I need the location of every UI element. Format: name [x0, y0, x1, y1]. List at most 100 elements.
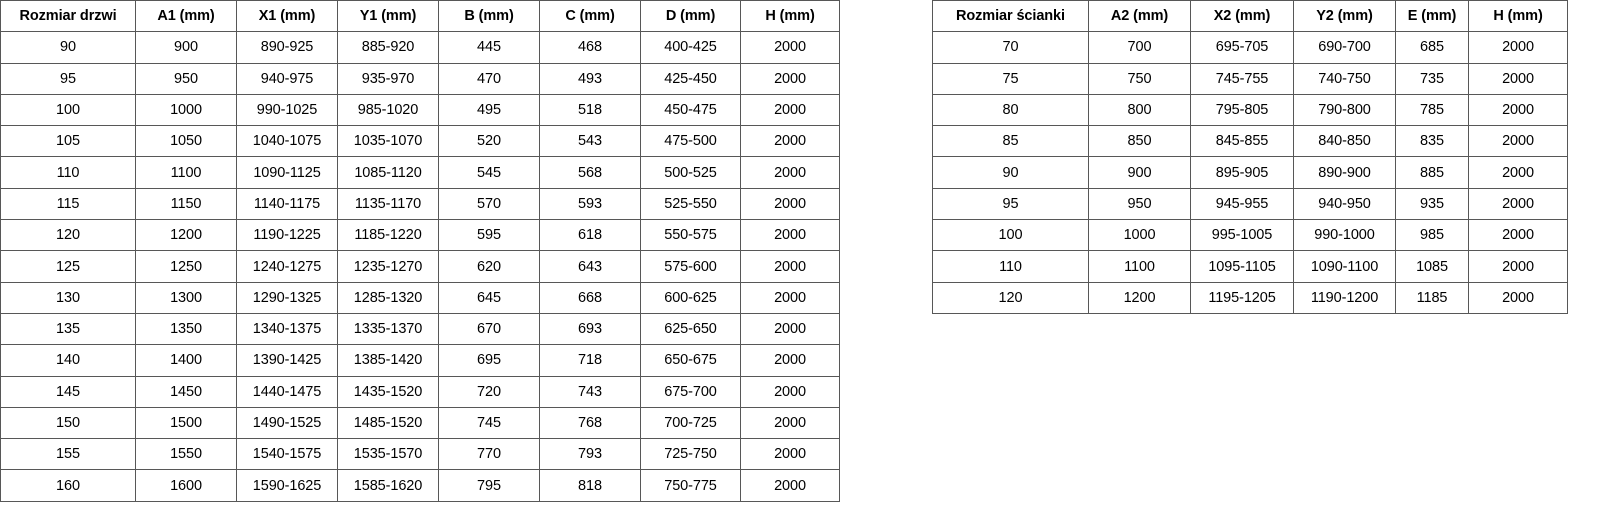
table-cell: 793: [539, 438, 641, 471]
table-cell: 150: [0, 406, 136, 440]
table-cell: 1335-1370: [337, 312, 439, 346]
table-cell: 840-850: [1293, 125, 1396, 158]
table-cell: 995-1005: [1190, 219, 1294, 252]
table-cell: 130: [0, 281, 136, 314]
table-row: 130 1300 1290-1325 1285-1320 645 668 600-625 20…: [0, 281, 840, 314]
table-cell: 675-700: [640, 375, 741, 408]
table-cell: 568: [539, 156, 641, 189]
door-column-header: D (mm): [640, 0, 741, 33]
table-cell: 468: [539, 31, 641, 64]
table-cell: 2000: [740, 438, 840, 471]
table-cell: 1235-1270: [337, 250, 439, 283]
table-cell: 70: [932, 31, 1089, 64]
table-cell: 625-650: [640, 312, 741, 346]
table-row: 110 1100 1090-1125 1085-1120 545 568 500-525 20…: [0, 156, 840, 189]
door-column-header: A1 (mm): [135, 0, 237, 33]
table-cell: 110: [932, 250, 1089, 283]
table-row: 160 1600 1590-1625 1585-1620 795 818 750-775 20…: [0, 469, 840, 502]
table-row: 70 700 695-705 690-700 685 2000: [932, 31, 1568, 64]
table-cell: 785: [1395, 93, 1469, 127]
table-cell: 1590-1625: [236, 469, 338, 502]
table-cell: 90: [932, 156, 1089, 189]
table-cell: 1000: [1088, 219, 1191, 252]
table-cell: 135: [0, 312, 136, 346]
table-cell: 1440-1475: [236, 375, 338, 408]
table-cell: 990-1025: [236, 93, 338, 127]
table-cell: 100: [932, 219, 1089, 252]
table-cell: 1585-1620: [337, 469, 439, 502]
table-cell: 1040-1075: [236, 125, 338, 158]
table-cell: 1050: [135, 125, 237, 158]
table-cell: 1240-1275: [236, 250, 338, 283]
wall-column-header: X2 (mm): [1190, 0, 1294, 33]
table-cell: 690-700: [1293, 31, 1396, 64]
table-cell: 645: [438, 281, 540, 314]
table-cell: 1135-1170: [337, 187, 439, 221]
table-cell: 718: [539, 344, 641, 377]
table-cell: 500-525: [640, 156, 741, 189]
table-cell: 1185-1220: [337, 219, 439, 252]
table-cell: 2000: [1468, 187, 1568, 221]
wall-panel-size-table: Rozmiar ścianki A2 (mm) X2 (mm) Y2 (mm) E (m…: [932, 0, 1568, 314]
door-table-header: Rozmiar drzwi A1 (mm) X1 (mm) Y1 (mm) B (mm)…: [0, 0, 840, 33]
table-cell: 570: [438, 187, 540, 221]
table-cell: 1185: [1395, 281, 1469, 314]
table-cell: 1100: [1088, 250, 1191, 283]
table-cell: 525-550: [640, 187, 741, 221]
table-cell: 520: [438, 125, 540, 158]
table-cell: 470: [438, 62, 540, 95]
table-cell: 543: [539, 125, 641, 158]
table-row: 105 1050 1040-1075 1035-1070 520 543 475-500 20…: [0, 125, 840, 158]
table-row: 120 1200 1195-1205 1190-1200 1185 2000: [932, 281, 1568, 314]
table-cell: 155: [0, 438, 136, 471]
table-cell: 593: [539, 187, 641, 221]
table-cell: 145: [0, 375, 136, 408]
table-row: 90 900 890-925 885-920 445 468 400-425 2000: [0, 31, 840, 64]
table-cell: 2000: [1468, 219, 1568, 252]
door-column-header: H (mm): [740, 0, 840, 33]
table-cell: 2000: [740, 93, 840, 127]
table-row: 100 1000 995-1005 990-1000 985 2000: [932, 219, 1568, 252]
table-cell: 1190-1200: [1293, 281, 1396, 314]
table-cell: 1540-1575: [236, 438, 338, 471]
table-cell: 1190-1225: [236, 219, 338, 252]
table-cell: 768: [539, 406, 641, 440]
wall-column-header: E (mm): [1395, 0, 1469, 33]
table-cell: 700-725: [640, 406, 741, 440]
table-cell: 493: [539, 62, 641, 95]
table-cell: 1600: [135, 469, 237, 502]
table-row: 115 1150 1140-1175 1135-1170 570 593 525-550 20…: [0, 187, 840, 221]
table-cell: 90: [0, 31, 136, 64]
table-cell: 2000: [740, 156, 840, 189]
table-cell: 1500: [135, 406, 237, 440]
table-row: 100 1000 990-1025 985-1020 495 518 450-475 2000: [0, 93, 840, 127]
table-cell: 2000: [740, 31, 840, 64]
table-cell: 2000: [740, 125, 840, 158]
table-cell: 895-905: [1190, 156, 1294, 189]
table-cell: 740-750: [1293, 62, 1396, 95]
door-column-header: C (mm): [539, 0, 641, 33]
table-cell: 495: [438, 93, 540, 127]
table-cell: 885: [1395, 156, 1469, 189]
table-cell: 770: [438, 438, 540, 471]
table-cell: 668: [539, 281, 641, 314]
table-cell: 120: [0, 219, 136, 252]
table-cell: 743: [539, 375, 641, 408]
wall-column-header: Rozmiar ścianki: [932, 0, 1089, 33]
table-cell: 1200: [1088, 281, 1191, 314]
wall-column-header: Y2 (mm): [1293, 0, 1396, 33]
table-cell: 900: [1088, 156, 1191, 189]
table-cell: 1090-1125: [236, 156, 338, 189]
table-row: 150 1500 1490-1525 1485-1520 745 768 700-725 20…: [0, 406, 840, 440]
table-cell: 120: [932, 281, 1089, 314]
table-cell: 1250: [135, 250, 237, 283]
table-cell: 115: [0, 187, 136, 221]
table-cell: 985-1020: [337, 93, 439, 127]
wall-table-body: 70 700 695-705 690-700 685 2000 75 750 745-755 74…: [932, 31, 1568, 314]
table-cell: 795-805: [1190, 93, 1294, 127]
table-cell: 985: [1395, 219, 1469, 252]
table-cell: 445: [438, 31, 540, 64]
table-cell: 1485-1520: [337, 406, 439, 440]
table-cell: 105: [0, 125, 136, 158]
table-cell: 693: [539, 312, 641, 346]
